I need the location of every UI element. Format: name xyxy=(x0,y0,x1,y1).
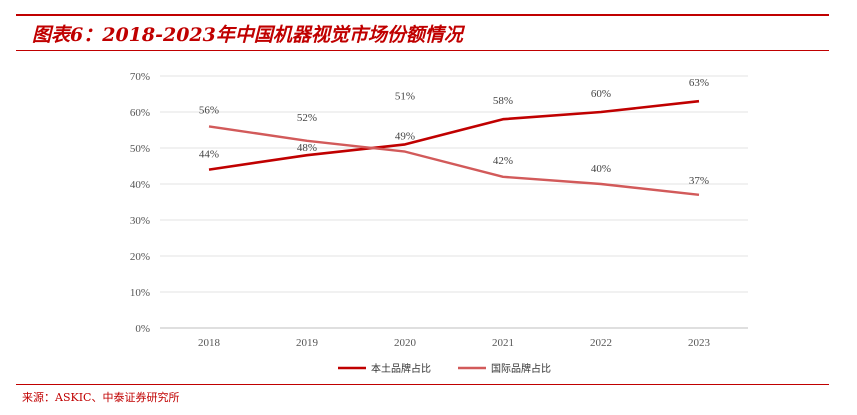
legend-label: 国际品牌占比 xyxy=(491,362,551,375)
y-tick-label: 20% xyxy=(130,251,150,263)
data-label: 58% xyxy=(493,95,513,107)
data-label: 44% xyxy=(199,149,219,161)
data-label: 56% xyxy=(199,104,219,116)
footer-divider xyxy=(16,384,829,385)
x-tick-label: 2022 xyxy=(590,337,612,349)
series-line-1 xyxy=(208,99,700,171)
x-tick-label: 2020 xyxy=(394,337,417,349)
data-label: 42% xyxy=(493,155,513,167)
data-label: 40% xyxy=(591,163,611,175)
data-label: 37% xyxy=(689,175,709,187)
title-bar: 图表6：2018-2023年中国机器视觉市场份额情况 xyxy=(16,14,829,51)
y-tick-label: 30% xyxy=(130,215,150,227)
x-tick-label: 2021 xyxy=(492,337,514,349)
x-tick-label: 2018 xyxy=(198,337,221,349)
data-label: 63% xyxy=(689,77,709,89)
y-tick-label: 0% xyxy=(135,323,150,335)
y-tick-label: 70% xyxy=(130,71,150,83)
x-tick-label: 2023 xyxy=(688,337,711,349)
chart-title: 图表6：2018-2023年中国机器视觉市场份额情况 xyxy=(32,24,463,46)
x-tick-label: 2019 xyxy=(296,337,319,349)
data-label: 48% xyxy=(297,142,317,154)
data-label: 49% xyxy=(395,131,415,143)
source-note: 来源：ASKIC、中泰证券研究所 xyxy=(22,391,180,404)
data-label: 60% xyxy=(591,88,611,100)
legend-label: 本土品牌占比 xyxy=(371,362,431,375)
y-tick-label: 40% xyxy=(130,179,150,191)
y-tick-label: 60% xyxy=(130,107,150,119)
y-tick-label: 50% xyxy=(130,143,150,155)
data-label: 51% xyxy=(395,90,415,102)
data-label: 52% xyxy=(297,112,317,124)
y-tick-label: 10% xyxy=(130,287,150,299)
series-line-2 xyxy=(208,125,700,196)
